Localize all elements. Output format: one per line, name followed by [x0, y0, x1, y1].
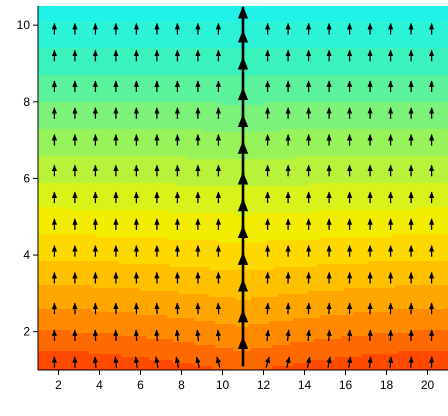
vector-arrow	[174, 356, 181, 368]
vector-arrow	[174, 329, 181, 342]
vector-arrow	[305, 356, 312, 368]
vector-arrow	[92, 356, 99, 368]
vector-arrow	[154, 356, 160, 368]
vector-arrow	[367, 356, 373, 368]
vector-arrow	[346, 356, 353, 368]
x-tick-label: 16	[339, 378, 353, 392]
y-tick-label: 2	[23, 325, 30, 339]
vector-arrow	[264, 329, 271, 342]
y-axis-ticks: 2 4 6 8 10	[17, 18, 38, 339]
vector-arrow	[154, 329, 160, 342]
contour-fill	[38, 6, 448, 370]
vector-arrow	[305, 329, 312, 342]
x-tick-label: 20	[421, 378, 435, 392]
vector-arrow	[367, 329, 373, 342]
vector-arrow	[285, 329, 291, 342]
vector-arrow	[215, 356, 221, 368]
vector-arrow	[264, 302, 271, 315]
vector-arrow	[72, 356, 78, 368]
x-tick-label: 10	[216, 378, 230, 392]
vector-field	[51, 6, 435, 368]
y-tick-label: 8	[23, 95, 30, 109]
x-tick-label: 14	[298, 378, 312, 392]
vector-arrow	[113, 329, 119, 342]
x-axis-ticks: 2 4 6 8 10 12 14 16 18 20	[55, 370, 434, 392]
x-tick-label: 12	[257, 378, 271, 392]
vector-arrow	[346, 329, 353, 342]
vector-arrow	[285, 356, 291, 368]
vector-arrow	[133, 356, 140, 368]
vector-arrow	[326, 329, 332, 342]
vector-arrow	[113, 356, 119, 368]
x-tick-label: 4	[96, 378, 103, 392]
vector-arrow	[133, 329, 140, 342]
vector-arrow	[326, 356, 332, 368]
vector-arrow	[387, 356, 394, 368]
vector-arrow	[265, 356, 271, 368]
vector-arrow	[215, 329, 222, 342]
vector-arrow	[215, 302, 222, 315]
vector-arrow	[195, 329, 201, 342]
y-tick-label: 6	[23, 171, 30, 185]
y-tick-label: 4	[23, 248, 30, 262]
y-tick-label: 10	[17, 18, 31, 32]
x-tick-label: 6	[137, 378, 144, 392]
vector-arrow	[408, 356, 414, 368]
x-tick-label: 18	[380, 378, 394, 392]
x-tick-label: 2	[55, 378, 62, 392]
vector-arrow	[195, 356, 201, 368]
x-tick-label: 8	[178, 378, 185, 392]
